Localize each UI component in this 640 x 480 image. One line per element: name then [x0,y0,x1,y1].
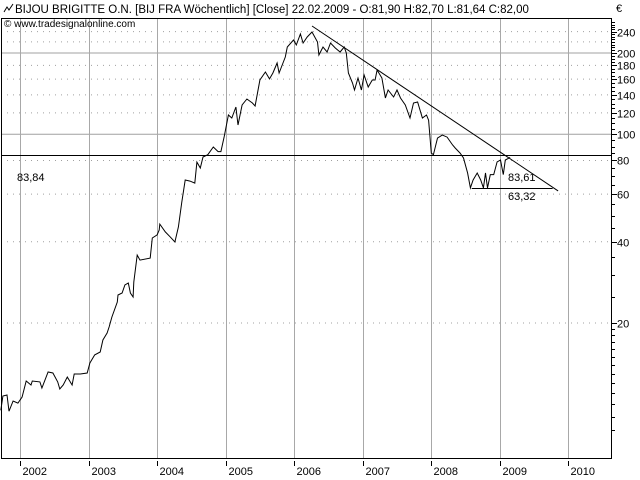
resistance-label: 83,84 [17,172,45,184]
x-tick-label: 2006 [297,466,321,478]
y-tick-label: 80 [617,156,629,168]
y-tick-label: 20 [617,319,629,331]
y-tick-label: 140 [617,91,635,103]
plot-frame [1,18,612,459]
x-tick-label: 2010 [571,466,595,478]
x-tick-label: 2002 [23,466,47,478]
x-tick-label: 2004 [160,466,184,478]
x-tick-label: 2007 [366,466,390,478]
trend-intersection-label: 83,61 [508,172,536,184]
y-tick-label: 40 [617,238,629,250]
trend-line[interactable] [311,25,559,192]
y-tick-label: 60 [617,190,629,202]
y-tick-label: 240 [617,28,635,40]
support-label: 63,32 [508,191,536,203]
y-tick-label: 180 [617,61,635,73]
annotation-lines [1,25,611,192]
x-tick-label: 2003 [92,466,116,478]
x-tick-label: 2009 [503,466,527,478]
y-tick-label: 120 [617,109,635,121]
currency-label: € [616,3,622,15]
price-line [0,31,511,412]
y-tick-label: 160 [617,75,635,87]
chart-title: BIJOU BRIGITTE O.N. [BIJ FRA Wöchentlich… [15,4,529,16]
line-chart-icon [3,3,14,13]
y-tick-label: 100 [617,130,635,142]
copyright-text: © www.tradesignalonline.com [4,19,135,30]
grid [1,18,611,458]
chart-header: BIJOU BRIGITTE O.N. [BIJ FRA Wöchentlich… [3,3,529,30]
x-tick-label: 2005 [229,466,253,478]
x-axis: 2002 2003 2004 2005 2006 2007 2008 2009 2010 [20,461,595,478]
y-tick-label: 200 [617,49,635,61]
x-tick-label: 2008 [434,466,458,478]
axes [1,18,612,459]
